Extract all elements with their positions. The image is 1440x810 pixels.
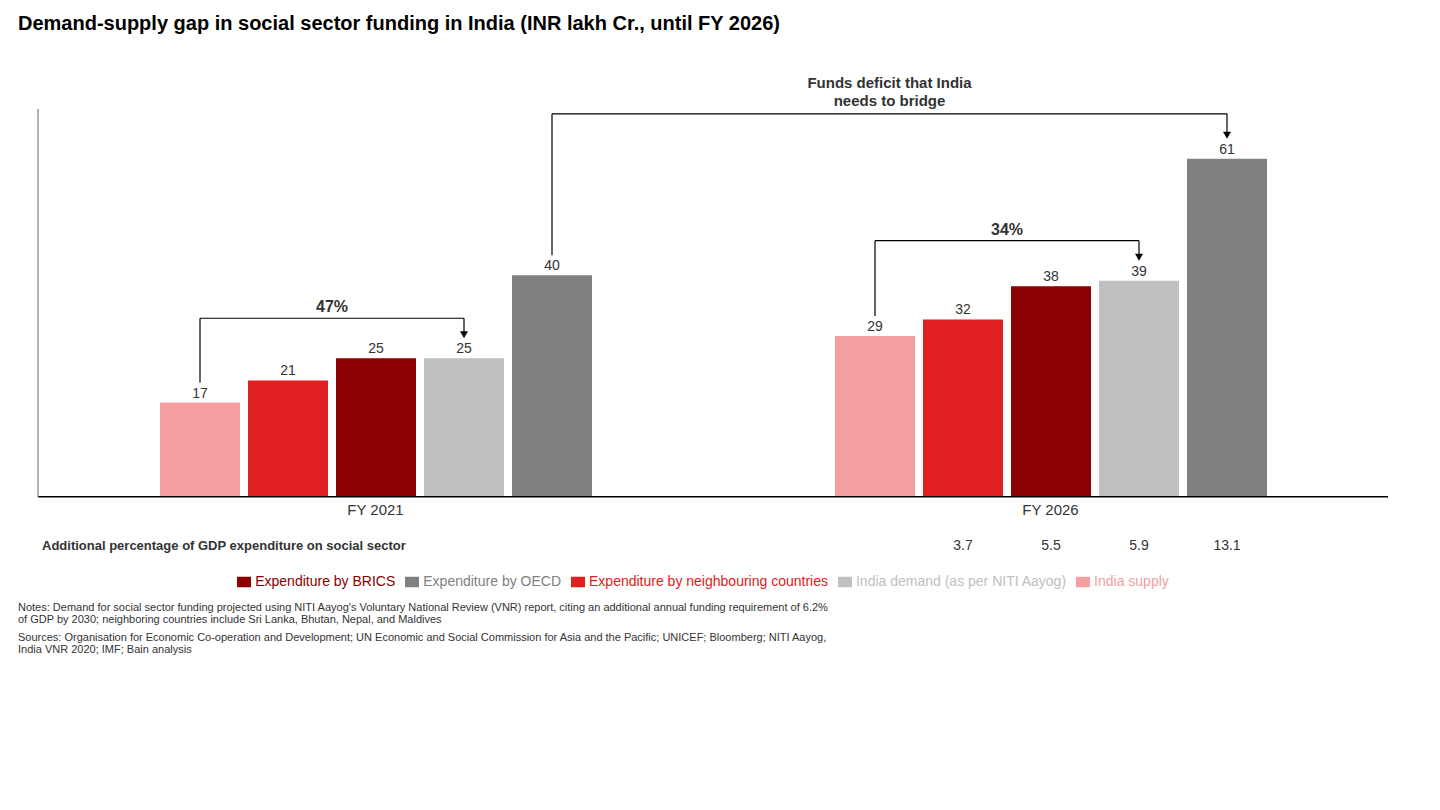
html-text:India supply: India supply xyxy=(1094,572,1169,589)
svg-text:32: 32 xyxy=(955,301,971,317)
html-text:Demand-supply gap in social se: Demand-supply gap in social sector fundi… xyxy=(18,12,780,34)
svg-text:39: 39 xyxy=(1131,263,1147,279)
svg-text:34%: 34% xyxy=(991,221,1023,238)
svg-text:5.5: 5.5 xyxy=(1041,537,1061,553)
svg-text:29: 29 xyxy=(867,318,883,334)
html-text:Notes: Demand for social secto: Notes: Demand for social sector funding … xyxy=(18,601,828,625)
svg-text:61: 61 xyxy=(1219,141,1235,157)
svg-text:Additional percentage of GDP e: Additional percentage of GDP expenditure… xyxy=(42,538,406,553)
html-text:Expenditure by neighbouring co: Expenditure by neighbouring countries xyxy=(589,572,828,589)
svg-text:13.1: 13.1 xyxy=(1213,537,1240,553)
svg-text:Funds deficit that Indianeeds: Funds deficit that Indianeeds to bridge xyxy=(807,74,972,109)
svg-text:47%: 47% xyxy=(316,298,348,315)
svg-text:38: 38 xyxy=(1043,268,1059,284)
svg-text:25: 25 xyxy=(456,340,472,356)
svg-text:21: 21 xyxy=(280,362,296,378)
html-text:Expenditure by BRICS: Expenditure by BRICS xyxy=(255,572,396,589)
svg-text:17: 17 xyxy=(192,385,208,401)
svg-text:25: 25 xyxy=(368,340,384,356)
svg-text:3.7: 3.7 xyxy=(953,537,973,553)
svg-text:40: 40 xyxy=(544,257,560,273)
svg-text:FY 2026: FY 2026 xyxy=(1022,501,1078,518)
html-text:Expenditure by OECD: Expenditure by OECD xyxy=(423,572,561,589)
svg-text:FY 2021: FY 2021 xyxy=(347,501,403,518)
html-text:Sources: Organisation for Econ: Sources: Organisation for Economic Co-op… xyxy=(18,631,827,655)
svg-text:5.9: 5.9 xyxy=(1129,537,1149,553)
html-text:India demand (as per NITI Aayo: India demand (as per NITI Aayog) xyxy=(856,572,1067,589)
